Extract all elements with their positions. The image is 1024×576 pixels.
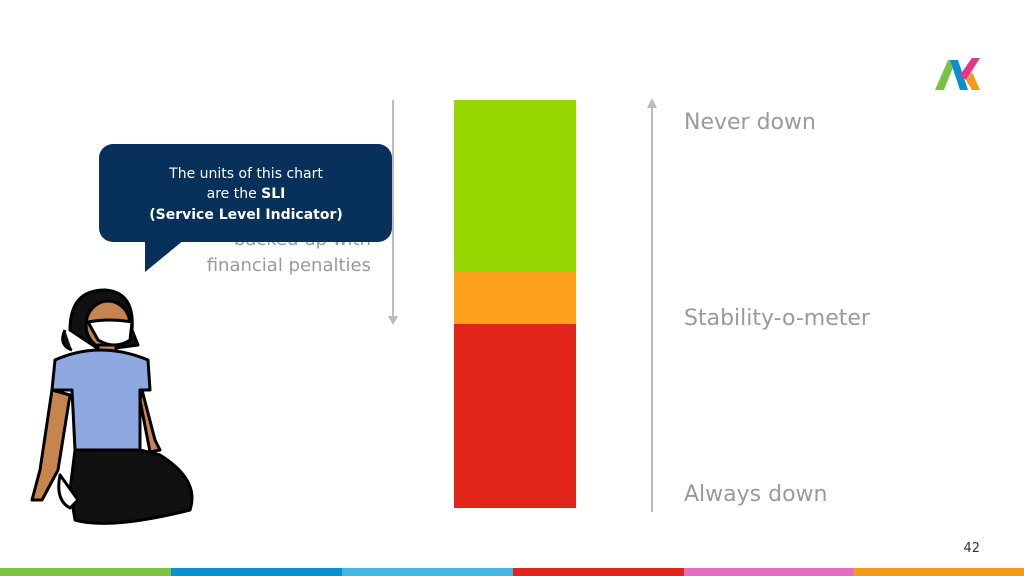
stripe	[342, 568, 513, 576]
arrow-head	[388, 316, 398, 325]
bubble-text: are the SLI	[207, 186, 286, 202]
bar-red	[454, 324, 576, 508]
background-text: financial penalties	[207, 255, 371, 276]
bar-green	[454, 100, 576, 271]
bubble-bold: SLI	[261, 186, 285, 202]
logo	[935, 58, 980, 90]
stripe	[854, 568, 1024, 576]
stripe	[0, 568, 171, 576]
bubble-text: (Service Level Indicator)	[149, 207, 343, 223]
scale-middle: Stability-o-meter	[684, 306, 871, 331]
stripe	[684, 568, 854, 576]
bar-orange	[454, 271, 576, 324]
page-number: 42	[963, 541, 980, 556]
scale-bottom: Always down	[684, 482, 827, 507]
bubble-text: are the	[207, 186, 262, 202]
speech-bubble: The units of this chart are the SLI (Ser…	[99, 144, 392, 272]
stripe	[171, 568, 342, 576]
bubble-text: The units of this chart	[168, 166, 323, 182]
scale-top: Never down	[684, 110, 816, 135]
stripe	[513, 568, 684, 576]
person	[30, 288, 194, 525]
arrow-head	[647, 98, 657, 108]
